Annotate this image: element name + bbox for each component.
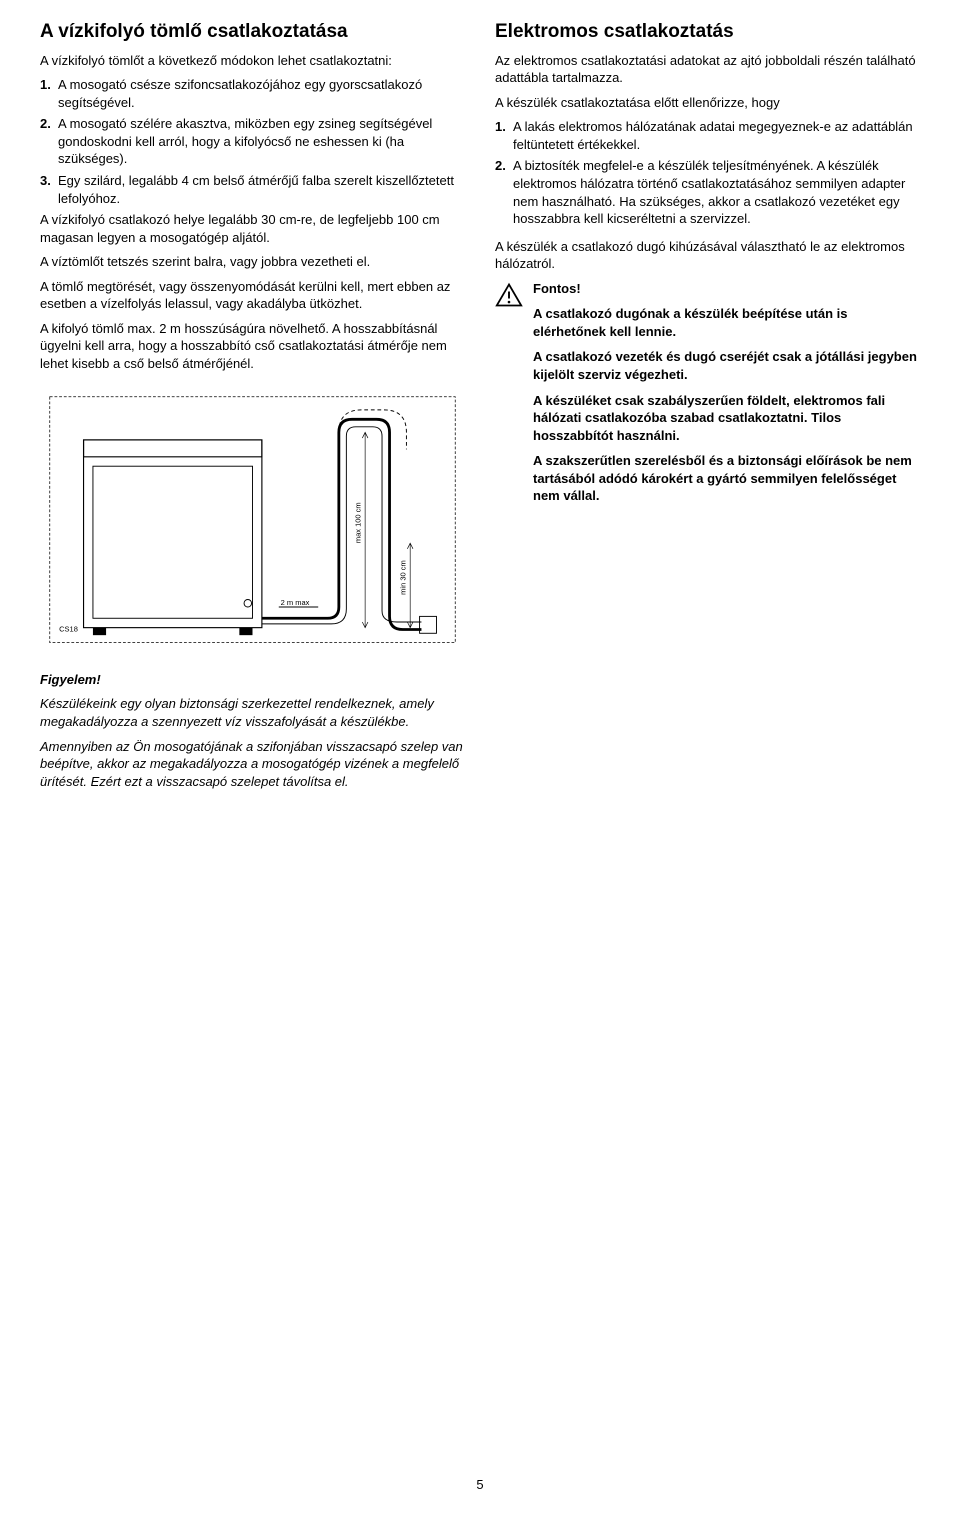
diagram-svg: 2 m max max 100 cm min 30 cm xyxy=(46,393,459,646)
diagram-label-max100: max 100 cm xyxy=(353,502,362,543)
warn2: A csatlakozó vezeték és dugó cseréjét cs… xyxy=(533,348,920,383)
right-steps-list: 1.A lakás elektromos hálózatának adatai … xyxy=(495,118,920,227)
warning-triangle-icon xyxy=(495,282,523,308)
left-column: A vízkifolyó tömlő csatlakoztatása A víz… xyxy=(40,20,465,797)
left-intro: A vízkifolyó tömlőt a következő módokon … xyxy=(40,52,465,70)
diagram-label-2m: 2 m max xyxy=(281,598,310,607)
right-heading: Elektromos csatlakoztatás xyxy=(495,20,920,44)
page-number: 5 xyxy=(40,1477,920,1492)
right-para3: A készülék a csatlakozó dugó kihúzásával… xyxy=(495,238,920,273)
left-heading: A vízkifolyó tömlő csatlakoztatása xyxy=(40,20,465,44)
left-step-2: 2.A mosogató szélére akasztva, miközben … xyxy=(40,115,465,168)
figyelem-p2: Amennyiben az Ön mosogatójának a szifonj… xyxy=(40,738,465,791)
right-step-1: 1.A lakás elektromos hálózatának adatai … xyxy=(495,118,920,153)
diagram-label-min30: min 30 cm xyxy=(398,560,407,595)
figyelem-p1: Készülékeink egy olyan biztonsági szerke… xyxy=(40,695,465,730)
warning-block: Fontos! A csatlakozó dugónak a készülék … xyxy=(495,280,920,513)
figyelem-block: Figyelem! Készülékeink egy olyan biztons… xyxy=(40,671,465,790)
left-step-1: 1.A mosogató csésze szifoncsatlakozójáho… xyxy=(40,76,465,111)
warn1: A csatlakozó dugónak a készülék beépítés… xyxy=(533,305,920,340)
warn4: A szakszerűtlen szerelésből és a biztons… xyxy=(533,452,920,505)
warning-text: Fontos! A csatlakozó dugónak a készülék … xyxy=(533,280,920,513)
left-para1: A vízkifolyó csatlakozó helye legalább 3… xyxy=(40,211,465,246)
warn3: A készüléket csak szabályszerűen földelt… xyxy=(533,392,920,445)
drain-hose-diagram: 2 m max max 100 cm min 30 cm xyxy=(40,387,465,657)
left-steps-list: 1.A mosogató csésze szifoncsatlakozójáho… xyxy=(40,76,465,207)
left-para3: A tömlő megtörését, vagy összenyomódását… xyxy=(40,278,465,313)
left-para2: A víztömlőt tetszés szerint balra, vagy … xyxy=(40,253,465,271)
right-column: Elektromos csatlakoztatás Az elektromos … xyxy=(495,20,920,797)
fontos-label: Fontos! xyxy=(533,280,920,298)
right-step-2: 2.A biztosíték megfelel-e a készülék tel… xyxy=(495,157,920,227)
right-para1: Az elektromos csatlakoztatási adatokat a… xyxy=(495,52,920,87)
diagram-label-cs18: CS18 xyxy=(59,624,78,633)
right-para2: A készülék csatlakoztatása előtt ellenőr… xyxy=(495,94,920,112)
figyelem-title: Figyelem! xyxy=(40,671,465,689)
left-para4: A kifolyó tömlő max. 2 m hosszúságúra nö… xyxy=(40,320,465,373)
page-columns: A vízkifolyó tömlő csatlakoztatása A víz… xyxy=(40,20,920,797)
left-step-3: 3.Egy szilárd, legalább 4 cm belső átmér… xyxy=(40,172,465,207)
